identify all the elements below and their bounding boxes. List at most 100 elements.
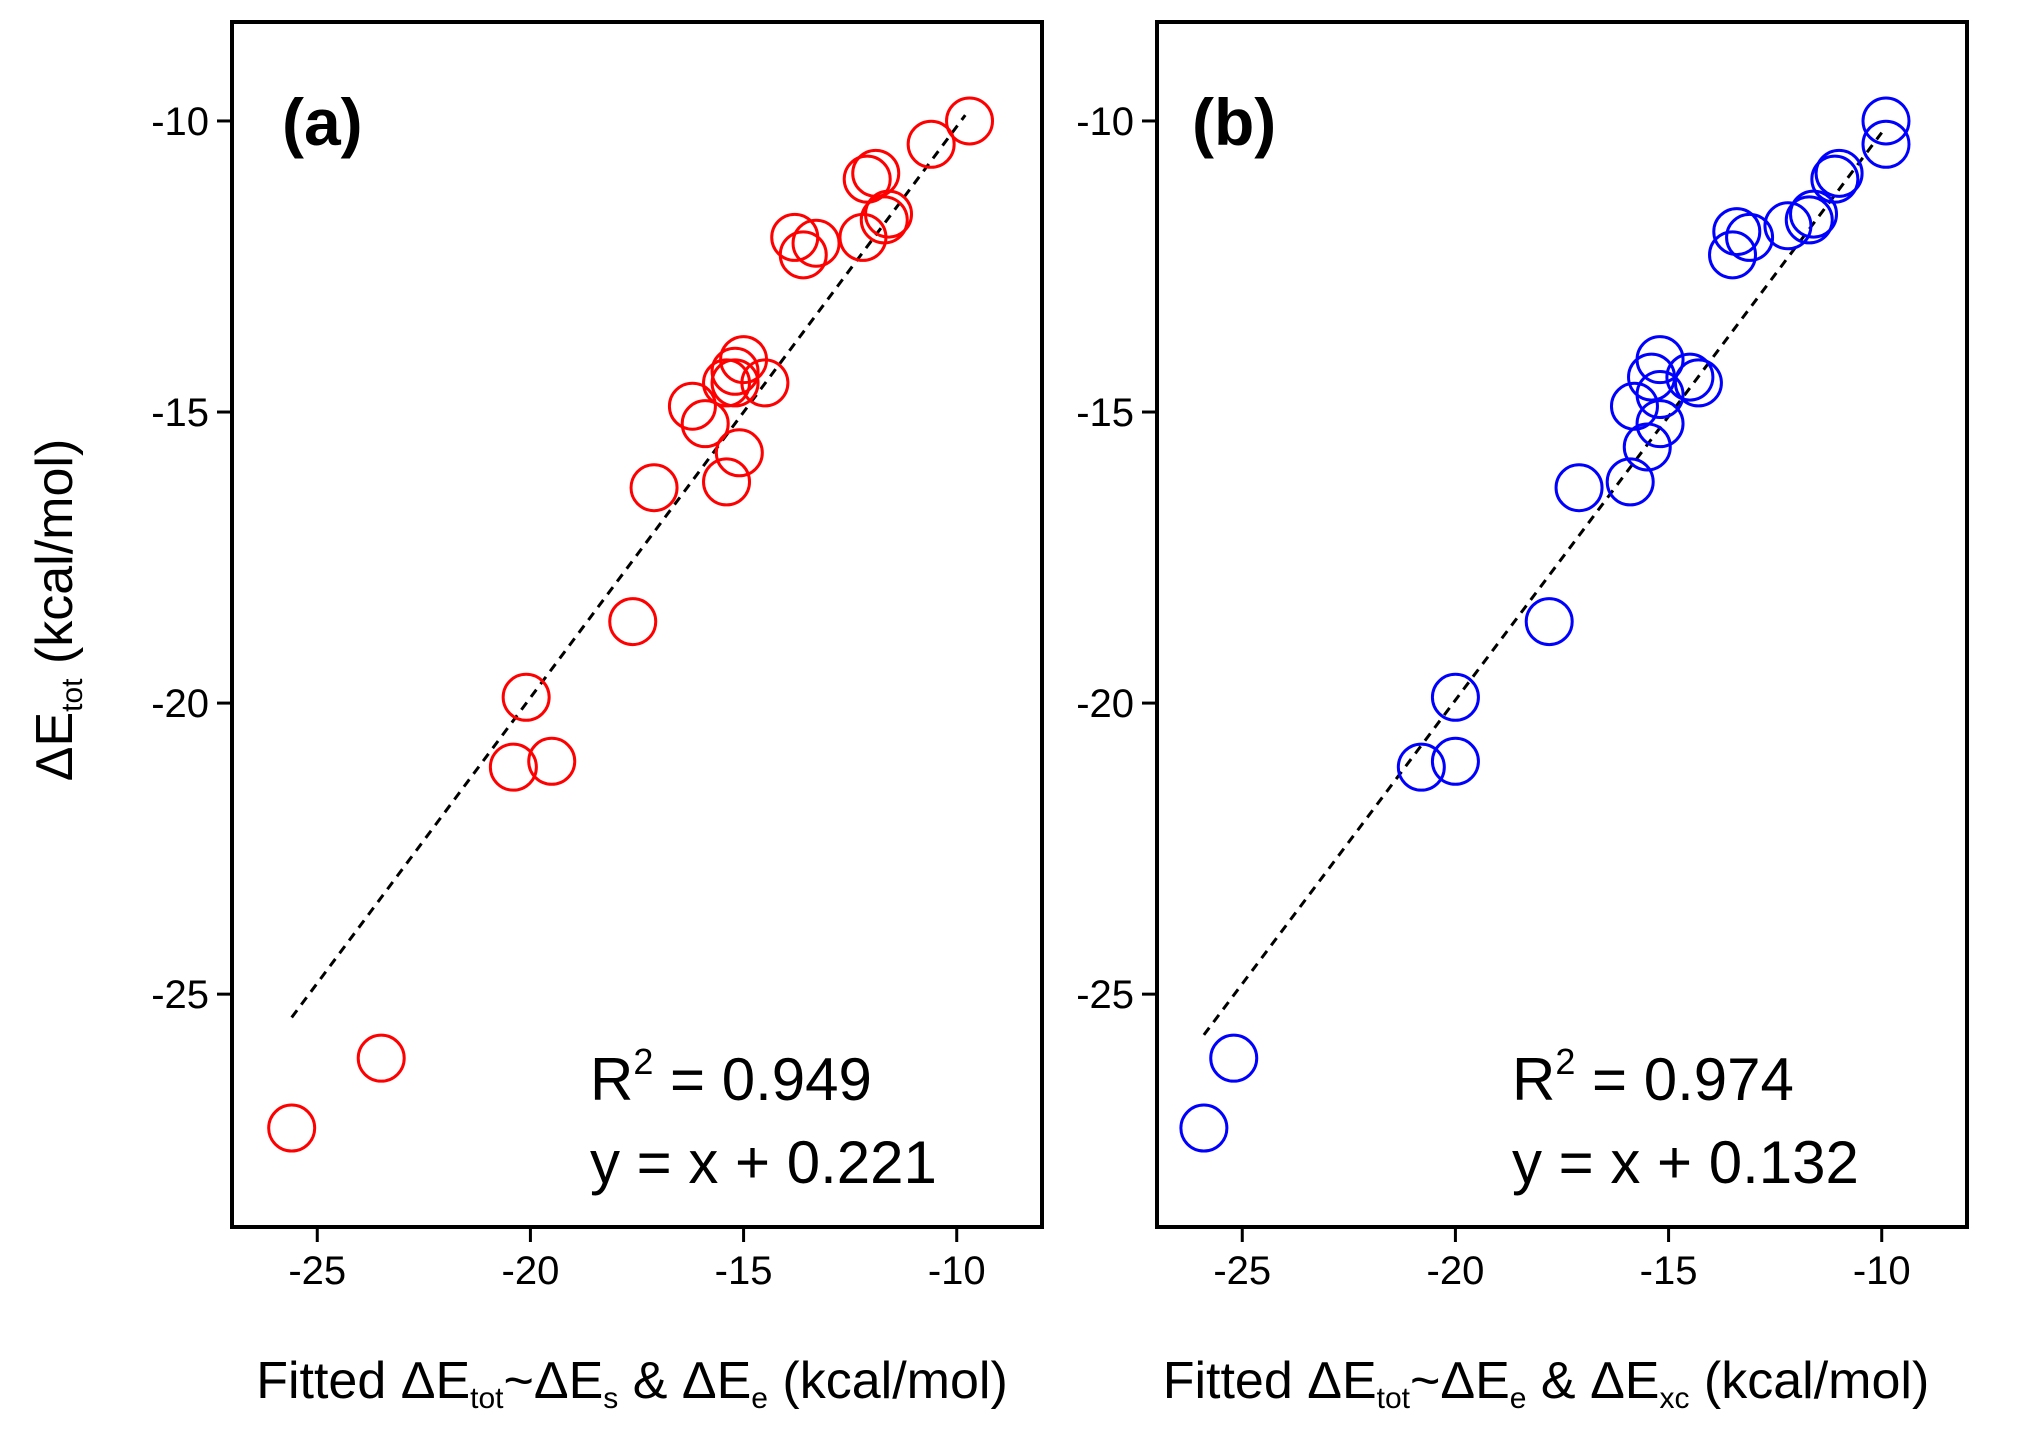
y-axis-title-suffix: (kcal/mol) [26, 439, 84, 679]
panel-a-data-point [527, 736, 577, 786]
panel-b-data-point [1605, 457, 1655, 507]
panel-b-y-tick-label: -10 [1076, 100, 1134, 144]
panel-a-x-tick-label: -20 [502, 1249, 560, 1293]
panel-b-data-point [1430, 672, 1480, 722]
panel-b-data-point [1712, 207, 1762, 257]
panel-a-equation: y = x + 0.221 [590, 1129, 937, 1196]
panel-a-data-point [740, 358, 790, 408]
panel-b-fit-line [1202, 131, 1883, 1036]
y-axis-title: ΔEtot (kcal/mol) [26, 439, 89, 782]
panel-b-data-point [1396, 742, 1446, 792]
panel-a-x-tick-label: -10 [928, 1249, 986, 1293]
panel-b: -25 -20 -15 -10 -10 -15 -20 -25 (b) R2 = 0.974… [1076, 20, 1969, 1415]
panel-a-data-point [680, 399, 730, 449]
panel-b-x-title-part: (kcal/mol) [1689, 1352, 1929, 1410]
panel-a-label: (a) [282, 85, 363, 159]
panel-b-data-point [1554, 463, 1604, 513]
panel-b-data-point [1861, 119, 1911, 169]
panel-a-data-point [778, 230, 828, 280]
panel-b-plot-frame [1155, 20, 1969, 1229]
panel-b-x-ticks: -25 -20 -15 -10 [1213, 1227, 1911, 1293]
panel-b-r-squared-sup: 2 [1555, 1041, 1575, 1082]
panel-a-data-point [488, 742, 538, 792]
panel-b-x-title-part: Fitted ΔE [1163, 1352, 1377, 1410]
panel-a-x-title-sub: e [751, 1382, 768, 1415]
panel-b-x-tick-label: -10 [1853, 1249, 1911, 1293]
panel-a-x-title-part: (kcal/mol) [768, 1352, 1008, 1410]
panel-b-x-axis-title: Fitted ΔEtot~ΔEe & ΔExc (kcal/mol) [1163, 1352, 1930, 1415]
panel-b-equation: y = x + 0.132 [1512, 1129, 1859, 1196]
panel-a-x-title-part: ~ΔE [504, 1352, 604, 1410]
panel-b-data-point [1789, 189, 1839, 239]
panel-b-data-point [1665, 352, 1715, 402]
panel-b-data-point [1673, 358, 1723, 408]
panel-a-data-point [791, 218, 841, 268]
panel-b-data-point [1430, 736, 1480, 786]
panel-a-data-point [906, 119, 956, 169]
panel-b-x-title-part: & ΔE [1526, 1352, 1659, 1410]
panel-b-data-point [1179, 1103, 1229, 1153]
panel-b-data-point [1814, 148, 1864, 198]
panel-b-x-tick-label: -20 [1427, 1249, 1485, 1293]
panel-b-data-point [1635, 370, 1685, 420]
panel-a-data-point [267, 1103, 317, 1153]
panel-b-data-point [1763, 201, 1813, 251]
panel-a-y-tick-label: -25 [151, 973, 209, 1017]
panel-a-y-tick-label: -10 [151, 100, 209, 144]
panel-b-points [1179, 96, 1911, 1153]
panel-b-y-tick-label: -15 [1076, 391, 1134, 435]
panel-a-data-point [714, 428, 764, 478]
panel-a-r-squared-sup: 2 [633, 1041, 653, 1082]
panel-a-data-point [945, 96, 995, 146]
panel-a-y-ticks: -10 -15 -20 -25 [151, 100, 232, 1017]
panel-a-data-point [356, 1033, 406, 1083]
panel-b-r-squared-prefix: R [1512, 1046, 1555, 1113]
panel-b-x-title-sub: e [1510, 1382, 1527, 1415]
panel-b-x-title-part: ~ΔE [1410, 1352, 1510, 1410]
panel-a-data-point [838, 212, 888, 262]
y-axis-title-prefix: ΔE [26, 712, 84, 781]
y-axis-title-subscript: tot [56, 678, 89, 712]
panel-a-data-point [629, 463, 679, 513]
panel-a-x-ticks: -25 -20 -15 -10 [288, 1227, 986, 1293]
panel-b-x-tick-label: -25 [1213, 1249, 1271, 1293]
panel-a-points [267, 96, 995, 1153]
panel-a-y-tick-label: -20 [151, 682, 209, 726]
panel-b-data-point [1861, 96, 1911, 146]
panel-b-data-point [1784, 195, 1834, 245]
panel-a-x-axis-title: Fitted ΔEtot~ΔEs & ΔEe (kcal/mol) [256, 1352, 1008, 1415]
panel-a-r-squared-prefix: R [590, 1046, 633, 1113]
panel-a-data-point [710, 358, 760, 408]
panel-a-x-title-sub: s [603, 1382, 618, 1415]
panel-b-x-title-sub: tot [1377, 1382, 1411, 1415]
panel-b-data-point [1708, 230, 1758, 280]
panel-b-data-point [1622, 422, 1672, 472]
panel-a-x-tick-label: -15 [715, 1249, 773, 1293]
panel-b-data-point [1725, 212, 1775, 262]
panel-b-y-tick-label: -25 [1076, 973, 1134, 1017]
panel-a-x-tick-label: -25 [288, 1249, 346, 1293]
panel-b-y-tick-label: -20 [1076, 682, 1134, 726]
panel-a-y-tick-label: -15 [151, 391, 209, 435]
panel-a-data-point [710, 346, 760, 396]
panel-a-data-point [702, 358, 752, 408]
panel-b-r-squared: R2 = 0.974 [1512, 1041, 1794, 1113]
panel-b-data-point [1635, 399, 1685, 449]
panel-a-x-title-part: & ΔE [618, 1352, 751, 1410]
panel-a-data-point [608, 597, 658, 647]
panel-a-data-point [667, 381, 717, 431]
panel-b-data-point [1209, 1033, 1259, 1083]
panel-b-x-title-sub: xc [1659, 1382, 1689, 1415]
panel-b-label: (b) [1192, 85, 1276, 159]
panel-a-r-squared: R2 = 0.949 [590, 1041, 872, 1113]
panel-a-x-title-sub: tot [470, 1382, 504, 1415]
panel-a-plot-frame [230, 20, 1044, 1229]
panel-b-y-ticks: -10 -15 -20 -25 [1076, 100, 1157, 1017]
panel-a-x-title-part: Fitted ΔE [256, 1352, 470, 1410]
panel-a-r-squared-value: = 0.949 [653, 1046, 872, 1113]
panel-b-data-point [1524, 597, 1574, 647]
panel-a-data-point [501, 672, 551, 722]
panel-a-fit-line [290, 114, 967, 1019]
panel-a-data-point [702, 457, 752, 507]
